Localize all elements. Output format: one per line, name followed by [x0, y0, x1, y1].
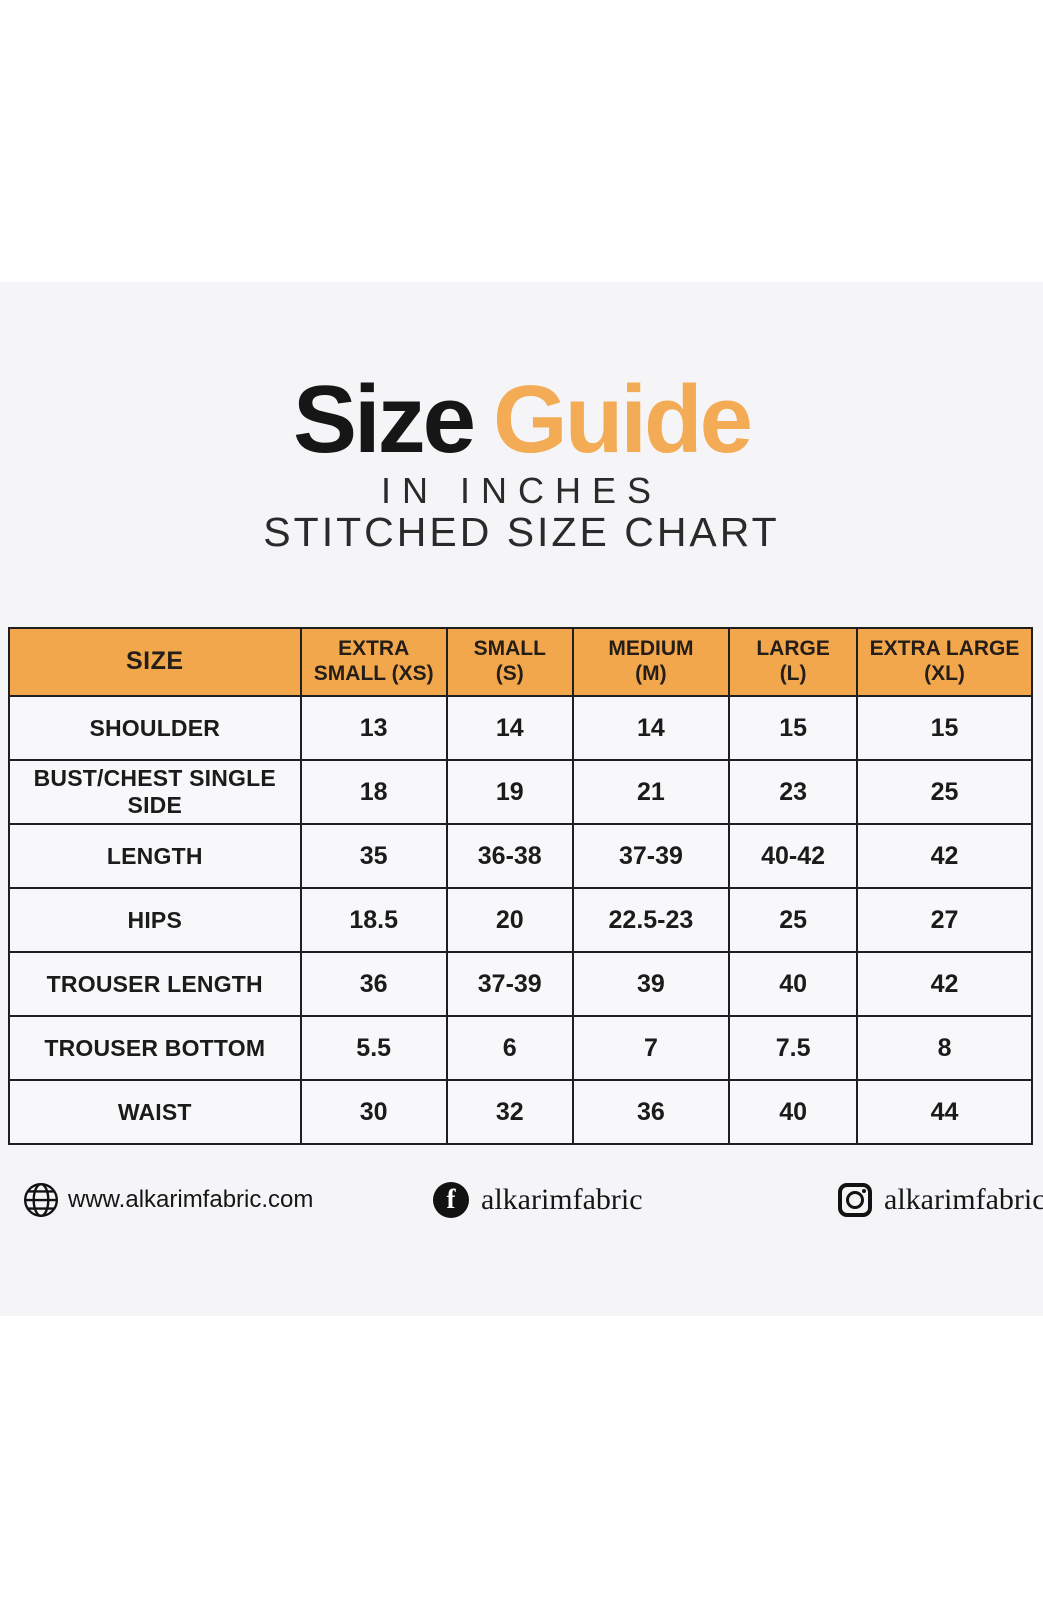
table-row-shoulder: SHOULDER 13 14 14 15 15: [8, 695, 1033, 761]
cell: 42: [856, 823, 1033, 889]
footer-facebook: f alkarimfabric: [433, 1180, 643, 1220]
cell: 39: [571, 951, 731, 1017]
cell: 30: [299, 1079, 448, 1145]
cell: 36: [571, 1079, 731, 1145]
cell: 19: [445, 759, 574, 825]
title-word-guide: Guide: [493, 366, 753, 473]
footer-website: www.alkarimfabric.com: [22, 1180, 313, 1220]
cell: 7.5: [728, 1015, 859, 1081]
column-header-extra-small: EXTRA SMALL (XS): [299, 627, 448, 697]
column-header-small: SMALL (S): [445, 627, 574, 697]
cell: 18.5: [299, 887, 448, 953]
column-header-medium: MEDIUM (M): [571, 627, 731, 697]
table-row-trouser-bottom: TROUSER BOTTOM 5.5 6 7 7.5 8: [8, 1015, 1033, 1081]
cell: 5.5: [299, 1015, 448, 1081]
instagram-handle: alkarimfabrics: [884, 1183, 1043, 1216]
cell: 22.5-23: [571, 887, 731, 953]
row-label: SHOULDER: [8, 695, 302, 761]
cell: 40-42: [728, 823, 859, 889]
facebook-icon: f: [433, 1182, 469, 1218]
cell: 37-39: [571, 823, 731, 889]
cell: 8: [856, 1015, 1033, 1081]
column-header-size: SIZE: [8, 627, 302, 697]
row-label: TROUSER BOTTOM: [8, 1015, 302, 1081]
row-label: LENGTH: [8, 823, 302, 889]
cell: 15: [728, 695, 859, 761]
cell: 25: [728, 887, 859, 953]
subtitle-in-inches: IN INCHES: [380, 470, 663, 511]
column-header-large: LARGE (L): [728, 627, 859, 697]
cell: 20: [445, 887, 574, 953]
row-label: TROUSER LENGTH: [8, 951, 302, 1017]
cell: 36: [299, 951, 448, 1017]
cell: 14: [571, 695, 731, 761]
cell: 7: [571, 1015, 731, 1081]
cell: 21: [571, 759, 731, 825]
row-label: BUST/CHEST SINGLE SIDE: [8, 759, 302, 825]
website-url: www.alkarimfabric.com: [68, 1186, 314, 1213]
instagram-icon: [838, 1183, 872, 1217]
cell: 15: [856, 695, 1033, 761]
cell: 37-39: [445, 951, 574, 1017]
table-row-hips: HIPS 18.5 20 22.5-23 25 27: [8, 887, 1033, 953]
table-row-length: LENGTH 35 36-38 37-39 40-42 42: [8, 823, 1033, 889]
cell: 40: [728, 951, 859, 1017]
facebook-handle: alkarimfabric: [481, 1183, 643, 1216]
cell: 35: [299, 823, 448, 889]
page-title: Size Guide: [0, 372, 1043, 468]
subtitle-stitched-size-chart: STITCHED SIZE CHART: [263, 509, 780, 555]
table-row-bust-chest: BUST/CHEST SINGLE SIDE 18 19 21 23 25: [8, 759, 1033, 825]
row-label: HIPS: [8, 887, 302, 953]
cell: 18: [299, 759, 448, 825]
cell: 44: [856, 1079, 1033, 1145]
footer-instagram: alkarimfabrics: [838, 1180, 1043, 1220]
globe-icon: [23, 1182, 59, 1218]
cell: 23: [728, 759, 859, 825]
table-row-trouser-length: TROUSER LENGTH 36 37-39 39 40 42: [8, 951, 1033, 1017]
size-chart-table: SIZE EXTRA SMALL (XS) SMALL (S) MEDIUM (…: [8, 627, 1033, 1145]
row-label: WAIST: [8, 1079, 302, 1145]
cell: 40: [728, 1079, 859, 1145]
table-row-waist: WAIST 30 32 36 40 44: [8, 1079, 1033, 1145]
column-header-extra-large: EXTRA LARGE (XL): [856, 627, 1033, 697]
cell: 42: [856, 951, 1033, 1017]
cell: 13: [299, 695, 448, 761]
cell: 25: [856, 759, 1033, 825]
cell: 27: [856, 887, 1033, 953]
title-word-size: Size: [292, 366, 476, 473]
cell: 14: [445, 695, 574, 761]
cell: 36-38: [445, 823, 574, 889]
header-row: SIZE EXTRA SMALL (XS) SMALL (S) MEDIUM (…: [8, 627, 1033, 697]
cell: 32: [445, 1079, 574, 1145]
cell: 6: [445, 1015, 574, 1081]
